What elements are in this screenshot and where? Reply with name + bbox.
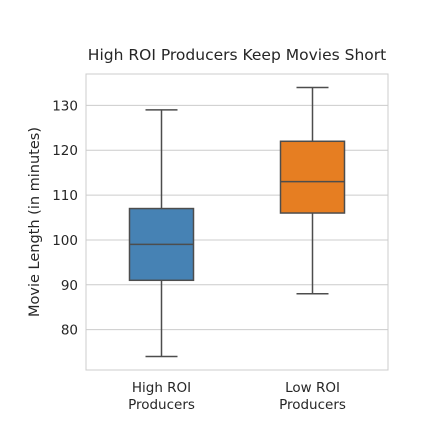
x-tick-label: High ROI Producers <box>128 380 195 413</box>
y-tick-label: 80 <box>61 323 78 339</box>
y-tick-label: 110 <box>52 188 78 204</box>
chart-title: High ROI Producers Keep Movies Short <box>88 46 386 64</box>
y-tick-label: 90 <box>61 278 78 294</box>
x-axis-ticks: High ROI Producers Low ROI Producers <box>128 380 346 413</box>
y-tick-label: 130 <box>52 98 78 114</box>
box-high-roi <box>128 109 195 358</box>
x-tick-label: Low ROI Producers <box>279 380 346 413</box>
y-axis-ticks: 80 90 100 110 120 130 <box>52 98 78 338</box>
y-axis-label: Movie Length (in minutes) <box>27 127 43 317</box>
y-tick-label: 100 <box>52 233 78 249</box>
box-low-roi <box>279 86 346 295</box>
plot-frame <box>85 73 389 371</box>
iqr-box <box>279 140 346 214</box>
boxes <box>128 86 346 358</box>
y-tick-label: 120 <box>52 143 78 159</box>
